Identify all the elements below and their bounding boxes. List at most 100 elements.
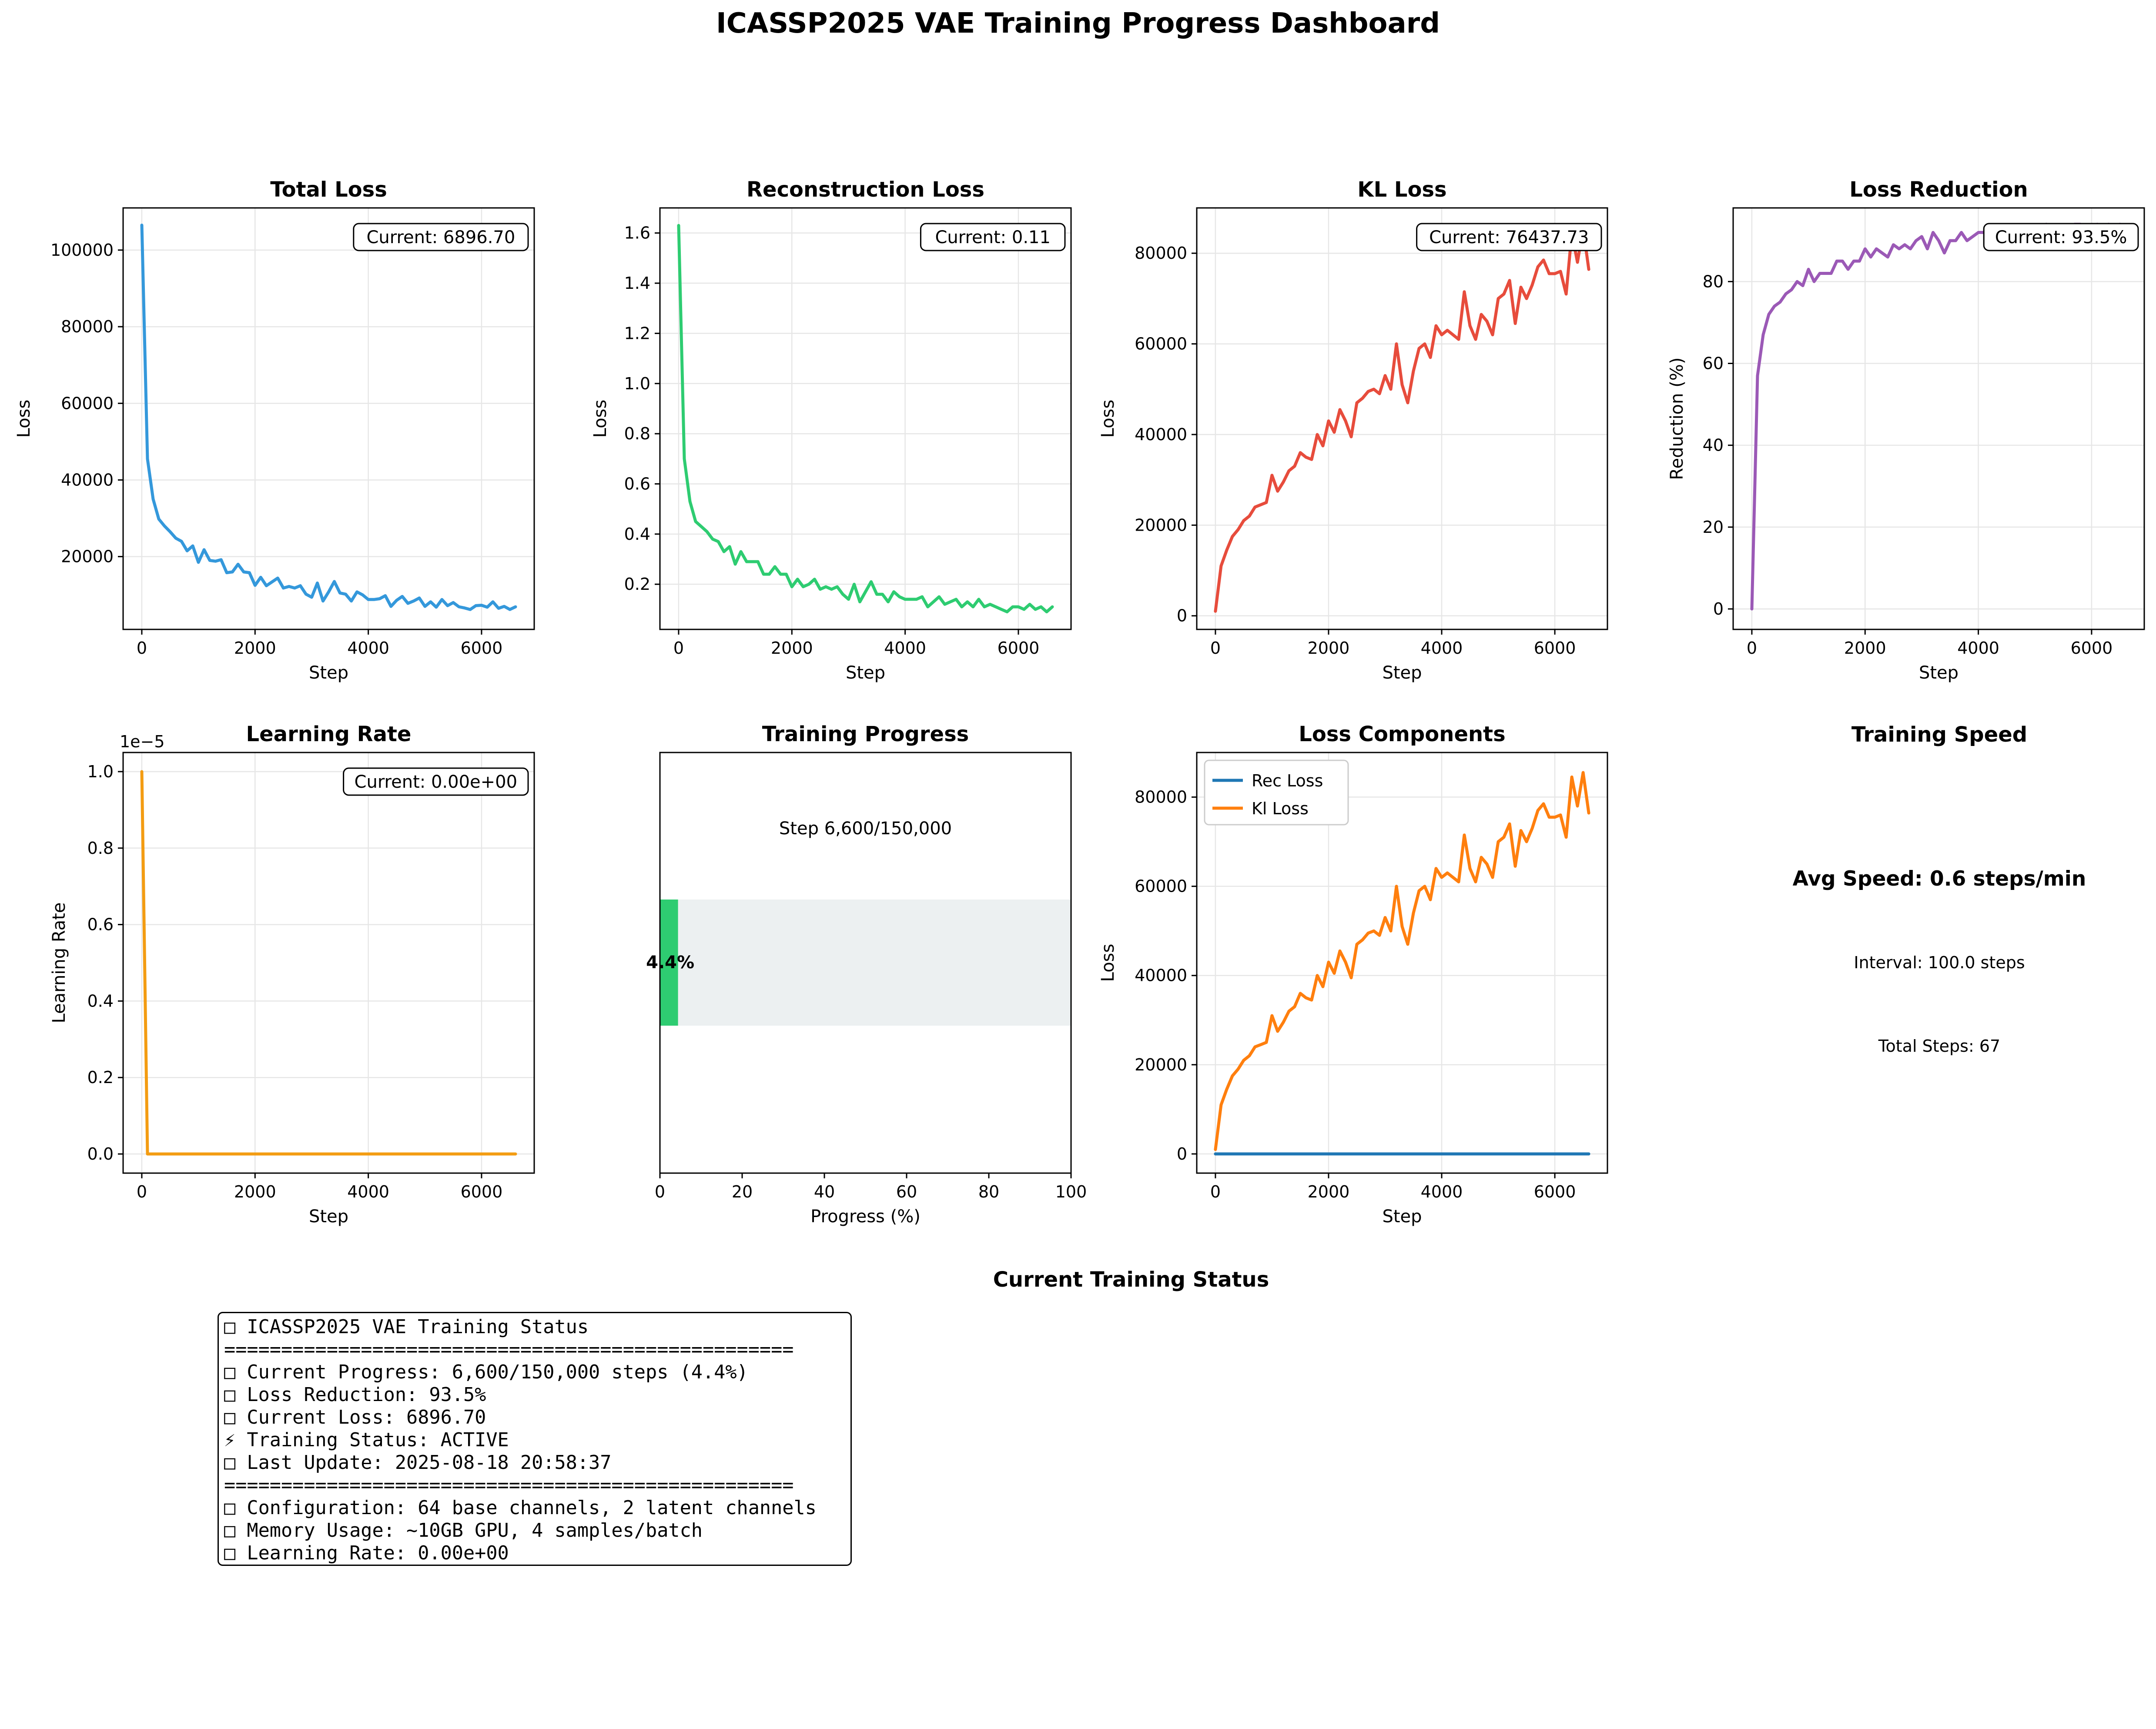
progress-value-label: 4.4% (646, 953, 694, 973)
x-tick-label: 4000 (1957, 639, 1999, 658)
y-tick-label: 0.4 (624, 525, 650, 544)
current-value-label: Current: 93.5% (1995, 227, 2127, 247)
current-value-label: Current: 0.11 (935, 227, 1051, 247)
x-tick-label: 0 (137, 1182, 147, 1201)
status-line: □ Current Progress: 6,600/150,000 steps … (224, 1361, 748, 1383)
current-value-box (353, 223, 529, 251)
y-tick-label: 1.0 (87, 762, 114, 781)
x-tick-label: 100 (1055, 1182, 1087, 1201)
y-tick-label: 1.4 (624, 274, 650, 293)
chart-title: Loss Components (1299, 722, 1505, 746)
y-tick-label: 20000 (1135, 1055, 1187, 1074)
series-line-kl-loss (1214, 771, 1590, 1151)
y-tick-label: 0.6 (87, 915, 114, 934)
x-tick-label: 4000 (884, 639, 926, 658)
y-tick-label: 60000 (61, 394, 114, 413)
y-tick-label: 40000 (61, 470, 114, 489)
x-tick-label: 6000 (1534, 639, 1576, 658)
x-tick-label: 4000 (1421, 639, 1463, 658)
x-tick-label: 0 (1210, 639, 1221, 658)
y-tick-label: 0 (1177, 606, 1187, 625)
x-tick-label: 2000 (234, 639, 276, 658)
y-tick-label: 0.0 (87, 1144, 114, 1164)
y-tick-label: 100000 (50, 241, 114, 260)
x-tick-label: 0 (673, 639, 684, 658)
progress-fill (660, 900, 678, 1026)
chart-loss-reduction: 0 2000 4000 6000 0 20 40 60 80 Loss Reduction Step… (1667, 177, 2145, 683)
x-tick-label: 6000 (461, 1182, 503, 1201)
y-axis-label: Loss (1098, 400, 1118, 438)
y-tick-label: 0 (1713, 599, 1724, 619)
x-tick-label: 4000 (1421, 1182, 1463, 1201)
current-value-box (920, 223, 1066, 251)
status-line: □ Current Loss: 6896.70 (224, 1407, 486, 1428)
y-tick-label: 20 (1703, 518, 1724, 537)
y-tick-label: 0.4 (87, 991, 114, 1010)
x-tick-label: 0 (1747, 639, 1757, 658)
x-axis-label: Step (1382, 1207, 1422, 1227)
chart-training-progress: 0 20 40 60 80 100 Training Progress Progress (%… (646, 722, 1087, 1227)
y-tick-label: 80000 (1135, 244, 1187, 263)
y-axis-label: Learning Rate (49, 902, 69, 1023)
y-axis-label: Loss (1098, 944, 1118, 982)
status-line: □ Learning Rate: 0.00e+00 (224, 1542, 509, 1564)
chart-title: Total Loss (270, 177, 387, 202)
x-tick-label: 0 (137, 639, 147, 658)
status-line: □ Loss Reduction: 93.5% (224, 1384, 486, 1406)
x-tick-label: 2000 (1308, 639, 1350, 658)
x-tick-label: 0 (1210, 1182, 1221, 1201)
avg-speed-text: Avg Speed: 0.6 steps/min (1793, 867, 2086, 891)
status-line: □ Memory Usage: ~10GB GPU, 4 samples/bat… (224, 1520, 703, 1542)
x-tick-label: 6000 (1534, 1182, 1576, 1201)
axes-frame (122, 207, 535, 630)
chart-learning-rate: 0 2000 4000 6000 0.0 0.2 0.4 0.6 0.8 1.0 Learning … (49, 722, 535, 1227)
x-tick-label: 6000 (2071, 639, 2113, 658)
status-line: □ Configuration: 64 base channels, 2 lat… (224, 1497, 817, 1519)
y-tick-label: 0.2 (87, 1068, 114, 1087)
x-axis-label: Step (309, 1207, 348, 1227)
x-tick-label: 2000 (1308, 1182, 1350, 1201)
x-tick-label: 4000 (347, 639, 389, 658)
current-value-label: Current: 0.00e+00 (355, 772, 518, 792)
y-axis-label: Loss (590, 400, 610, 438)
progress-step-caption: Step 6,600/150,000 (779, 819, 952, 839)
x-axis-label: Step (1919, 663, 1958, 683)
series-line (677, 224, 1054, 614)
y-tick-label: 80000 (1135, 788, 1187, 807)
status-line: ========================================… (224, 1475, 794, 1496)
x-axis-label: Step (846, 663, 885, 683)
y-tick-label: 40000 (1135, 966, 1187, 985)
axes-frame (659, 207, 1072, 630)
x-axis-label: Progress (%) (810, 1207, 921, 1227)
x-tick-label: 0 (655, 1182, 665, 1201)
chart-title: Training Progress (762, 722, 969, 746)
y-tick-label: 20000 (1135, 515, 1187, 535)
y-tick-label: 0.8 (87, 839, 114, 858)
status-line: ========================================… (224, 1339, 794, 1361)
y-axis-label: Reduction (%) (1667, 358, 1687, 480)
x-tick-label: 2000 (1844, 639, 1886, 658)
y-tick-label: 40000 (1135, 425, 1187, 444)
chart-title: Loss Reduction (1849, 177, 2028, 202)
current-value-label: Current: 76437.73 (1429, 227, 1589, 247)
y-tick-label: 0.2 (624, 575, 650, 594)
current-value-box (343, 767, 529, 796)
x-tick-label: 80 (978, 1182, 999, 1201)
y-tick-label: 1.6 (624, 224, 650, 243)
status-heading: Current Training Status (993, 1267, 1269, 1292)
training-speed-panel: Training Speed Avg Speed: 0.6 steps/min … (1793, 722, 2086, 1056)
dashboard-title: ICASSP2025 VAE Training Progress Dashboa… (716, 7, 1440, 40)
x-tick-label: 6000 (461, 639, 503, 658)
x-axis-label: Step (309, 663, 348, 683)
y-tick-label: 60000 (1135, 877, 1187, 896)
y-tick-label: 60 (1703, 354, 1724, 373)
y-tick-label: 0.6 (624, 474, 650, 493)
y-tick-label: 1.2 (624, 324, 650, 343)
chart-title: KL Loss (1357, 177, 1446, 202)
axes-frame (1196, 752, 1608, 1174)
y-tick-label: 80 (1703, 272, 1724, 291)
axes-frame (1732, 207, 2145, 630)
current-value-box (1416, 223, 1602, 251)
